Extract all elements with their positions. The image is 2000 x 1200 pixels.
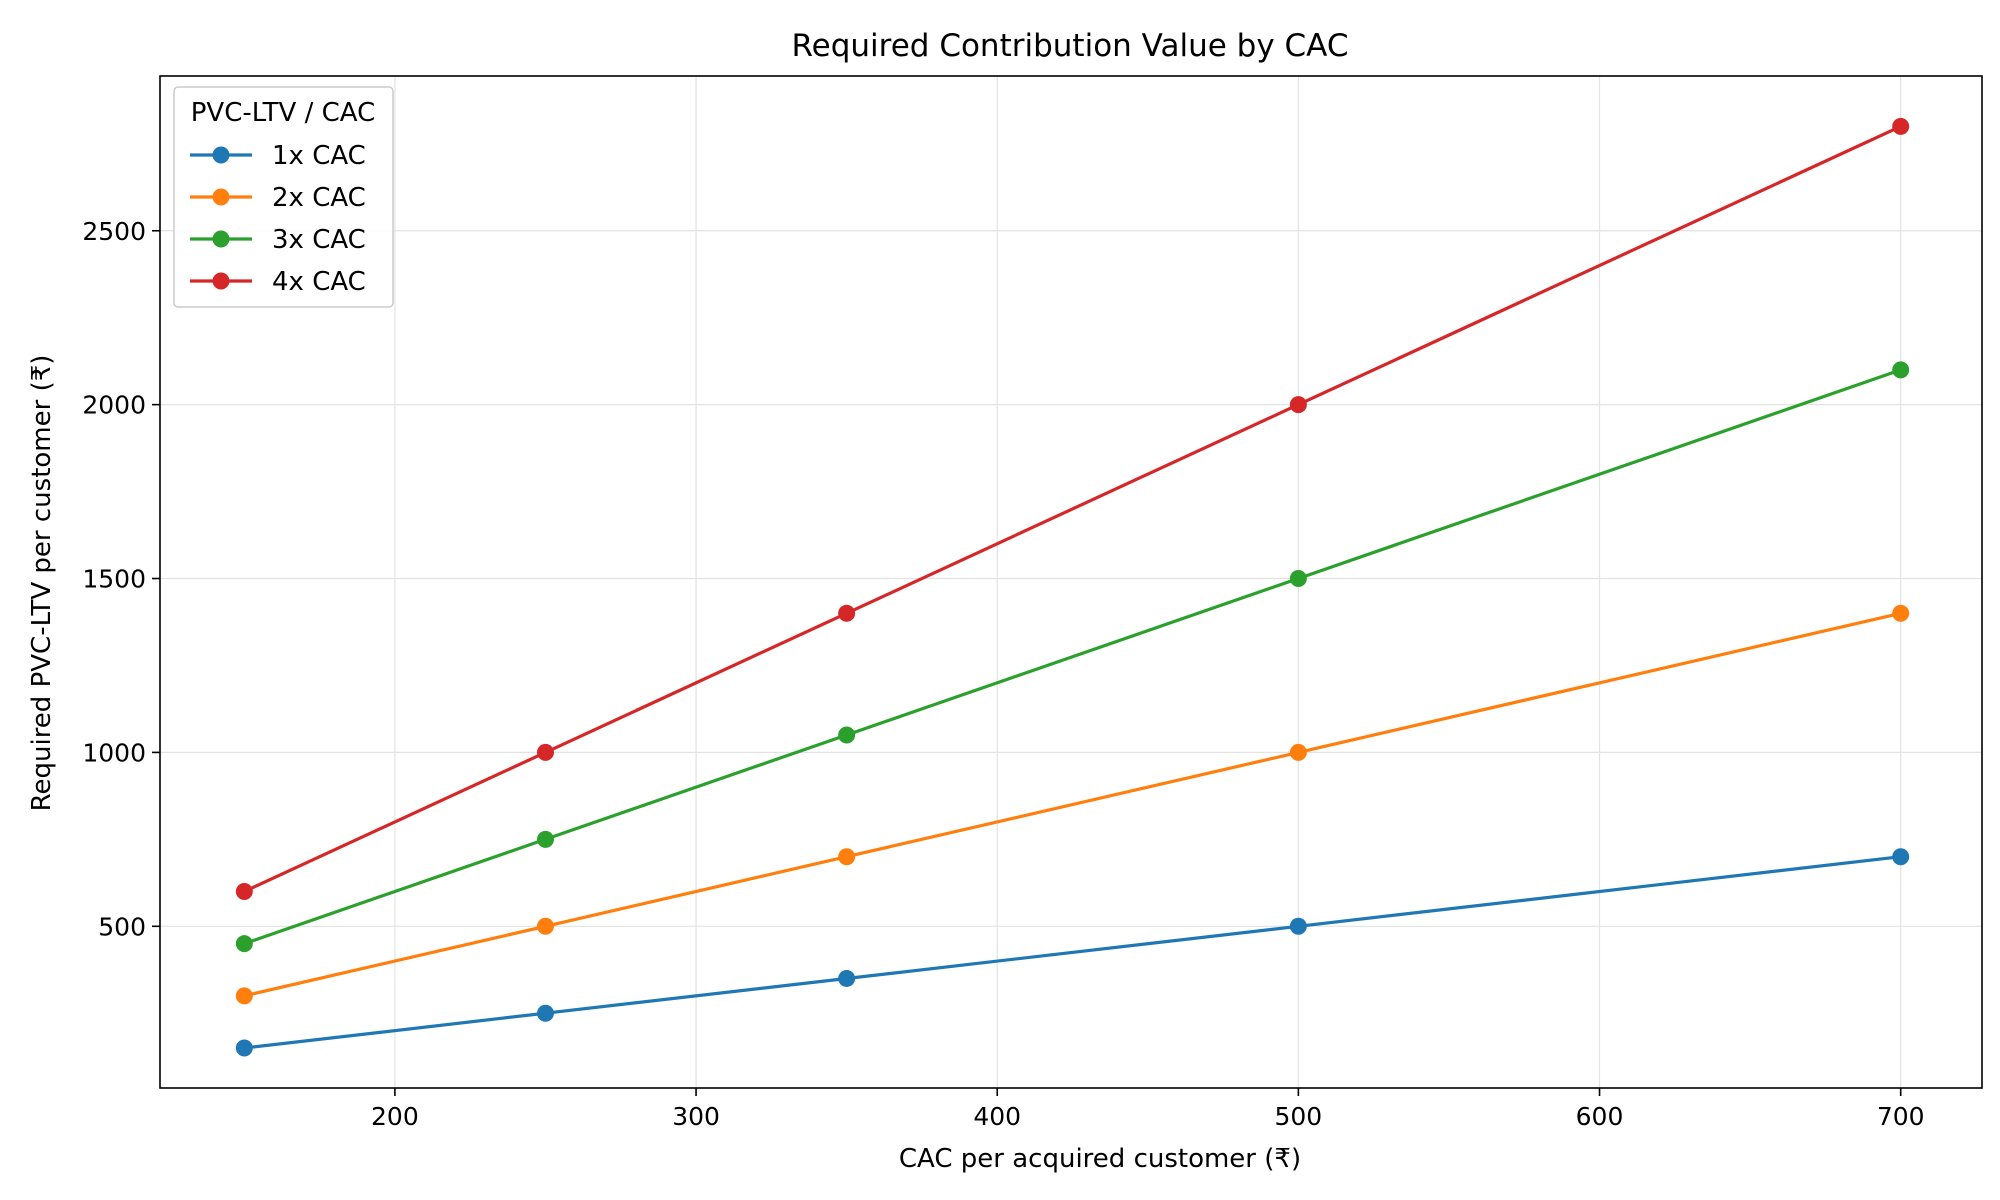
x-axis: 200 300 400 500 600 700 [371, 1088, 1925, 1131]
data-point [838, 604, 856, 622]
legend-marker [212, 272, 230, 290]
legend-marker [212, 188, 230, 206]
y-axis-label: Required PVC-LTV per customer (₹) [27, 355, 57, 812]
data-point [1289, 570, 1307, 588]
data-point [536, 830, 554, 848]
plot-frame [159, 75, 1983, 1089]
data-point [1892, 117, 1910, 135]
data-point [536, 917, 554, 935]
legend: PVC-LTV / CAC 1x CAC 2x CAC 3x CAC 4x CAC [173, 86, 394, 308]
data-point [1289, 396, 1307, 414]
data-point [235, 935, 253, 953]
data-point [1892, 848, 1910, 866]
legend-marker [212, 230, 230, 248]
data-point [838, 848, 856, 866]
legend-item: 2x CAC [190, 183, 366, 213]
x-tick-label: 600 [1576, 1102, 1624, 1131]
legend-label: 2x CAC [272, 183, 366, 213]
legend-label: 3x CAC [272, 225, 366, 255]
x-tick-label: 400 [973, 1102, 1021, 1131]
legend-marker [212, 146, 230, 164]
x-tick-label: 500 [1275, 1102, 1323, 1131]
series-2 [235, 604, 1910, 1005]
legend-label: 1x CAC [272, 141, 366, 171]
chart-title: Required Contribution Value by CAC [792, 28, 1349, 64]
y-axis: 500 1000 1500 2000 2500 [82, 217, 160, 941]
legend-box [173, 86, 394, 308]
x-tick-label: 200 [371, 1102, 419, 1131]
y-tick-label: 1500 [82, 565, 146, 594]
data-point [536, 743, 554, 761]
data-point [536, 1004, 554, 1022]
x-tick-label: 300 [672, 1102, 720, 1131]
y-tick-label: 2500 [82, 217, 146, 246]
y-tick-label: 2000 [82, 391, 146, 420]
legend-item: 3x CAC [190, 225, 366, 255]
data-point [235, 987, 253, 1005]
data-point [1289, 917, 1307, 935]
legend-title: PVC-LTV / CAC [191, 98, 376, 128]
legend-item: 4x CAC [190, 267, 366, 297]
data-point [235, 1039, 253, 1057]
y-tick-label: 1000 [82, 738, 146, 767]
y-tick-label: 500 [98, 912, 146, 941]
series-1 [235, 848, 1910, 1057]
data-point [1892, 361, 1910, 379]
x-tick-label: 700 [1877, 1102, 1925, 1131]
series-3 [235, 361, 1910, 953]
series-4 [235, 117, 1910, 901]
data-point [235, 883, 253, 901]
legend-label: 4x CAC [272, 267, 366, 297]
legend-item: 1x CAC [190, 141, 366, 171]
data-point [838, 726, 856, 744]
x-axis-label: CAC per acquired customer (₹) [899, 1144, 1301, 1174]
data-point [838, 969, 856, 987]
data-point [1289, 743, 1307, 761]
plot-area [235, 117, 1910, 1057]
data-point [1892, 604, 1910, 622]
